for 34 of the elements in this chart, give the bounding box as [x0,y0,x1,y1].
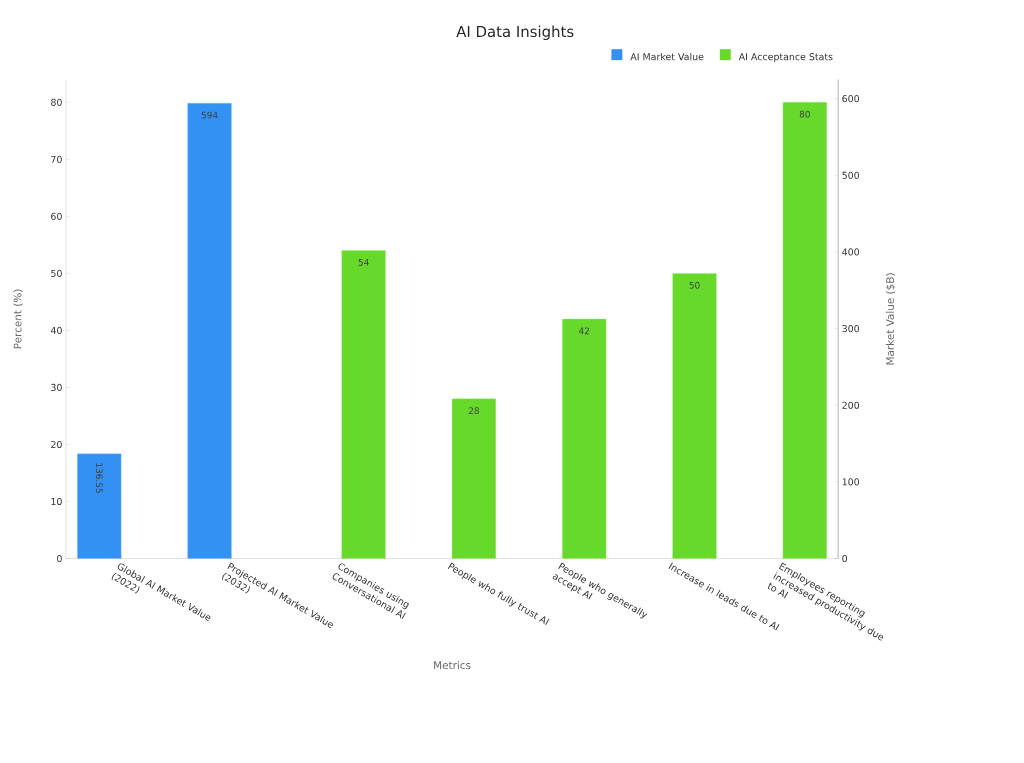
y2-tick-label: 600 [842,94,860,103]
data-label: 80 [799,110,810,118]
x-axis-title: Metrics [434,660,471,669]
chart-title: AI Data Insights [456,25,574,40]
y2-tick-label: 500 [842,171,860,179]
y2-tick-label: 100 [842,478,860,486]
y-tick-label: 50 [51,269,62,277]
bar [562,318,607,559]
data-label: 54 [358,258,369,266]
legend-label: AI Market Value [630,52,704,61]
data-label: 42 [578,327,590,334]
y-tick-label: 20 [51,440,62,448]
legend-label: AI Acceptance Stats [738,52,833,62]
data-label: 50 [689,281,700,289]
y-tick-label: 40 [50,326,62,334]
y2-tick-label: 400 [842,248,860,256]
y-tick-label: 0 [57,554,62,562]
bar [672,273,717,559]
bar [451,398,496,559]
y2-axis-title: Market Value ($B) [885,273,896,365]
y2-tick-label: 0 [842,554,848,562]
y-tick-label: 30 [51,383,62,391]
y2-tick-label: 300 [842,324,860,333]
data-label: 28 [468,407,479,414]
y2-tick-label: 200 [842,401,860,409]
y-tick-label: 60 [51,212,62,220]
bar [341,250,386,559]
y-tick-label: 80 [51,98,62,106]
data-label: 136.55 [95,463,103,493]
bar [782,101,827,559]
y-axis-title: Percent (%) [13,289,23,349]
data-label: 594 [201,111,218,119]
y-tick-label: 10 [51,497,62,505]
y-tick-label: 70 [51,155,62,163]
